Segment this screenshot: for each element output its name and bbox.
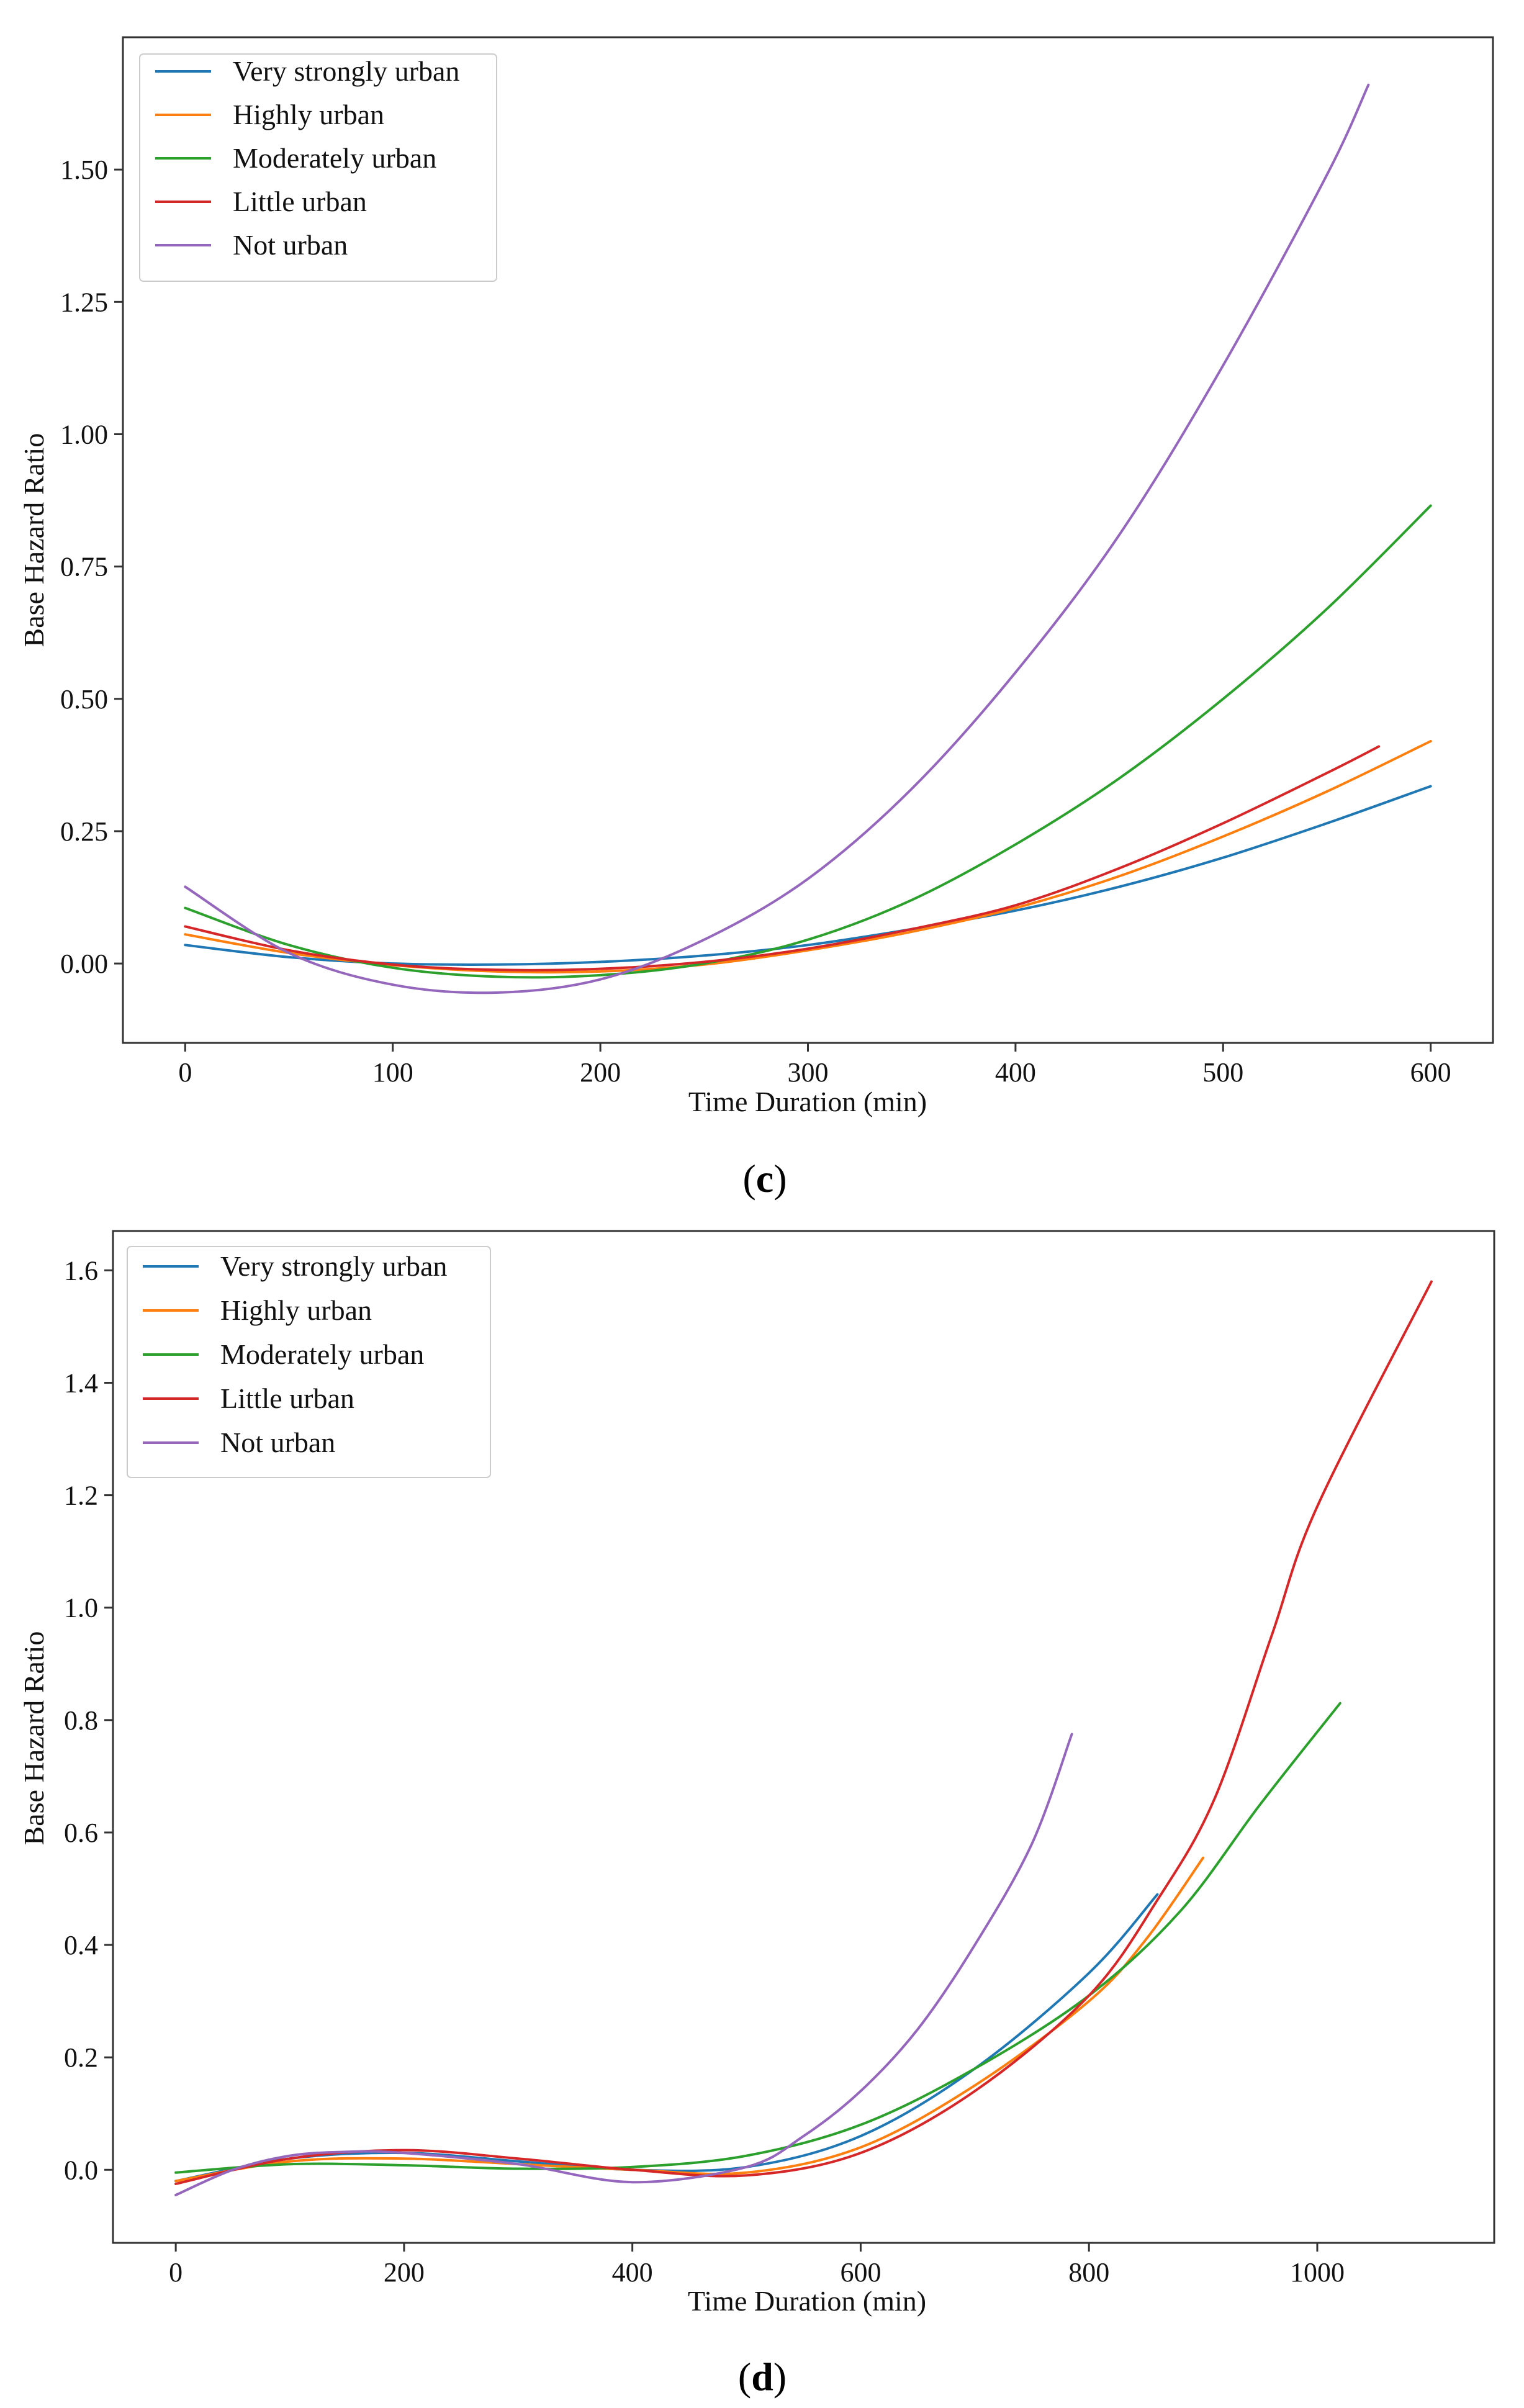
y-axis-label-c: Base Hazard Ratio xyxy=(18,433,50,647)
series-line-very-strongly-urban xyxy=(174,1893,1159,2183)
y-tick-label: 1.50 xyxy=(60,155,108,185)
legend-c: Very strongly urban Highly urban Moderatel… xyxy=(139,53,497,282)
legend-label: Highly urban xyxy=(220,1294,372,1326)
series-line-not-urban xyxy=(174,1733,1073,2196)
y-tick-label: 1.6 xyxy=(64,1255,98,1286)
panel-letter-d: d xyxy=(751,2355,773,2399)
y-tick-label: 1.2 xyxy=(64,1481,98,1511)
x-tick-label: 200 xyxy=(384,2257,425,2288)
x-tick-label: 600 xyxy=(840,2257,881,2288)
x-tick-label: 1000 xyxy=(1290,2257,1345,2288)
legend-label: Moderately urban xyxy=(233,142,436,174)
panel-c-chart: 0 100 200 300 400 500 600 0.00 0.25 0.50 0.75 1.00 1… xyxy=(18,36,1494,1117)
x-tick-label: 200 xyxy=(580,1057,621,1088)
legend-label: Very strongly urban xyxy=(220,1250,447,1282)
series-line-moderately-urban xyxy=(184,504,1432,979)
y-tick-label: 1.4 xyxy=(64,1368,98,1399)
y-tick-label: 1.0 xyxy=(64,1593,98,1623)
y-tick-label: 1.00 xyxy=(60,419,108,449)
y-tick-label: 0.25 xyxy=(60,816,108,847)
x-tick-label: 400 xyxy=(612,2257,653,2288)
legend-d: Very strongly urban Highly urban Moderatel… xyxy=(127,1246,491,1478)
legend-label: Very strongly urban xyxy=(233,55,459,87)
y-tick-label: 0.4 xyxy=(64,1930,98,1960)
legend-box-c xyxy=(139,53,497,282)
panel-d-chart: 0 200 400 600 800 1000 0.0 0.2 0.4 0.6 0.8 1.0 1.2 1.… xyxy=(18,1230,1495,2317)
x-tick-label: 0 xyxy=(178,1057,192,1088)
x-tick-label: 0 xyxy=(169,2257,183,2288)
legend-label: Not urban xyxy=(220,1427,335,1458)
x-tick-label: 300 xyxy=(788,1057,829,1088)
x-tick-label: 600 xyxy=(1410,1057,1451,1088)
y-tick-label: 0.00 xyxy=(60,949,108,979)
series-line-little-urban xyxy=(174,1280,1433,2185)
x-axis-label-d: Time Duration (min) xyxy=(688,2285,926,2317)
panel-label-d: (d) xyxy=(738,2355,787,2399)
series-line-highly-urban xyxy=(174,1856,1205,2183)
y-tick-label: 0.0 xyxy=(64,2155,98,2185)
x-tick-label: 500 xyxy=(1202,1057,1243,1088)
x-tick-label: 400 xyxy=(995,1057,1036,1088)
y-tick-label: 0.6 xyxy=(64,1818,98,1848)
series-line-not-urban xyxy=(184,83,1370,994)
legend-box-d xyxy=(127,1246,491,1478)
y-axis-label-d: Base Hazard Ratio xyxy=(18,1631,50,1846)
series-line-little-urban xyxy=(184,745,1381,972)
legend-label: Little urban xyxy=(233,186,367,217)
panel-label-c: (c) xyxy=(742,1157,787,1201)
y-tick-label: 0.75 xyxy=(60,552,108,582)
legend-label: Little urban xyxy=(220,1382,354,1414)
panel-letter-c: c xyxy=(756,1157,773,1201)
y-tick-label: 0.2 xyxy=(64,2042,98,2073)
y-tick-label: 0.8 xyxy=(64,1705,98,1736)
legend-label: Highly urban xyxy=(233,99,384,130)
x-tick-label: 800 xyxy=(1068,2257,1109,2288)
legend-label: Not urban xyxy=(233,229,348,261)
x-tick-label: 100 xyxy=(372,1057,413,1088)
y-tick-label: 1.25 xyxy=(60,287,108,317)
y-tick-label: 0.50 xyxy=(60,684,108,715)
series-line-moderately-urban xyxy=(174,1702,1341,2174)
legend-label: Moderately urban xyxy=(220,1338,424,1370)
x-axis-label-c: Time Duration (min) xyxy=(688,1086,927,1117)
